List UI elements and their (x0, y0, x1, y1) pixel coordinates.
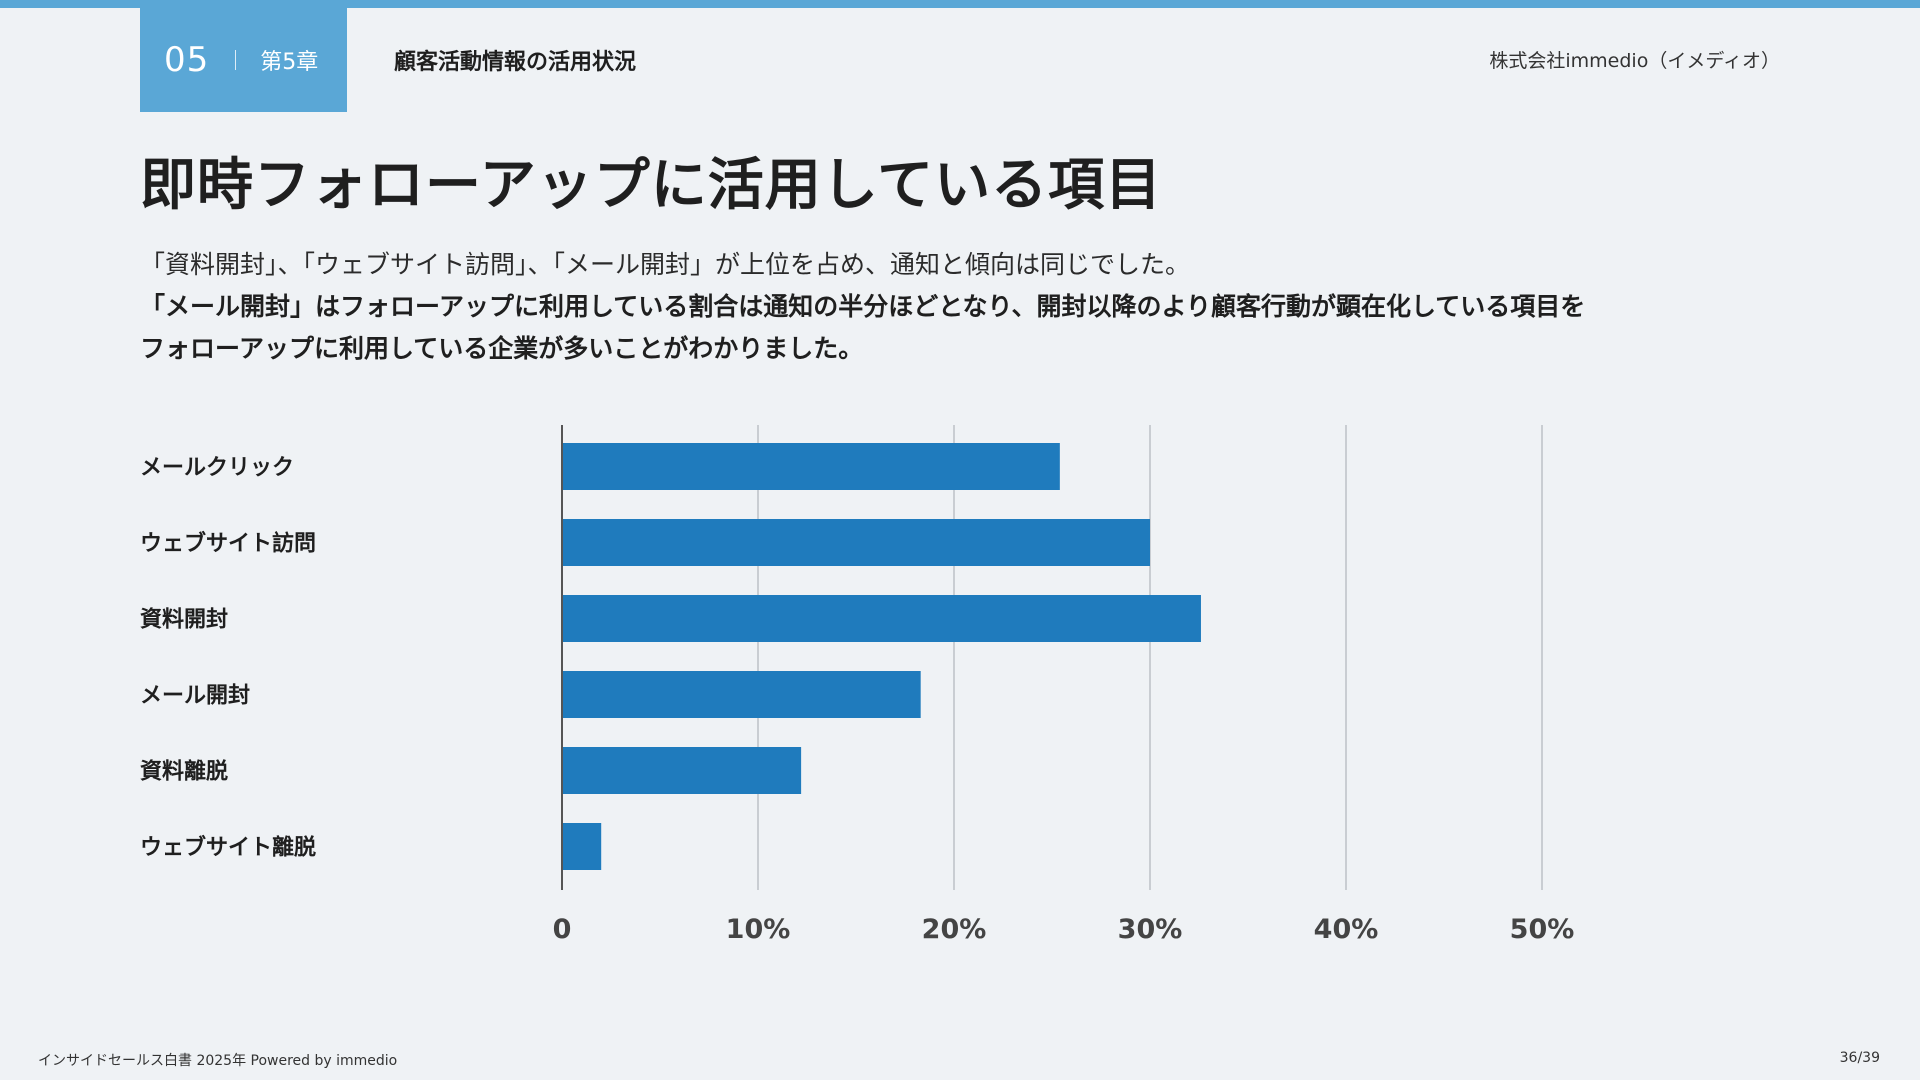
top-accent-strip (0, 0, 1920, 8)
section-title: 顧客活動情報の活用状況 (394, 50, 637, 75)
lead-text: 「資料開封」、「ウェブサイト訪問」、「メール開封」が上位を占め、通知と傾向は同じ… (140, 244, 1800, 370)
chapter-label: 第5章 (260, 50, 319, 75)
lead-line-1: 「資料開封」、「ウェブサイト訪問」、「メール開封」が上位を占め、通知と傾向は同じ… (140, 250, 1191, 279)
category-label-3: 資料開封 (140, 607, 228, 633)
category-label-4: メール開封 (140, 684, 250, 709)
category-label-2: ウェブサイト訪問 (140, 531, 316, 557)
category-label-1: メールクリック (140, 456, 294, 481)
x-tick-label-10: 10% (726, 914, 791, 945)
x-tick-label-0: 0 (553, 914, 572, 945)
bar-2 (562, 519, 1150, 566)
company-name: 株式会社immedio（イメディオ） (1489, 50, 1780, 72)
bar-4 (562, 671, 921, 718)
bar-1 (562, 443, 1060, 490)
chapter-number: 05 (164, 40, 210, 80)
page-number: 36/39 (1839, 1050, 1880, 1066)
category-label-5: 資料離脱 (140, 759, 228, 785)
chapter-tab: 05 第5章 (140, 8, 347, 112)
page-title: 即時フォローアップに活用している項目 (140, 153, 1163, 218)
bar-6 (562, 823, 602, 870)
lead-line-3: フォローアップに利用している企業が多いことがわかりました。 (140, 334, 864, 363)
bar-5 (562, 747, 802, 794)
bar-3 (562, 595, 1201, 642)
x-tick-label-20: 20% (922, 914, 987, 945)
category-label-6: ウェブサイト離脱 (140, 835, 316, 861)
footer-publication: インサイドセールス白書 2025年 Powered by immedio (38, 1053, 398, 1069)
chapter-separator (235, 50, 237, 70)
x-tick-label-40: 40% (1314, 914, 1379, 945)
lead-line-2: 「メール開封」はフォローアップに利用している割合は通知の半分ほどとなり、開封以降… (140, 292, 1586, 321)
x-tick-label-50: 50% (1510, 914, 1575, 945)
x-tick-label-30: 30% (1118, 914, 1183, 945)
